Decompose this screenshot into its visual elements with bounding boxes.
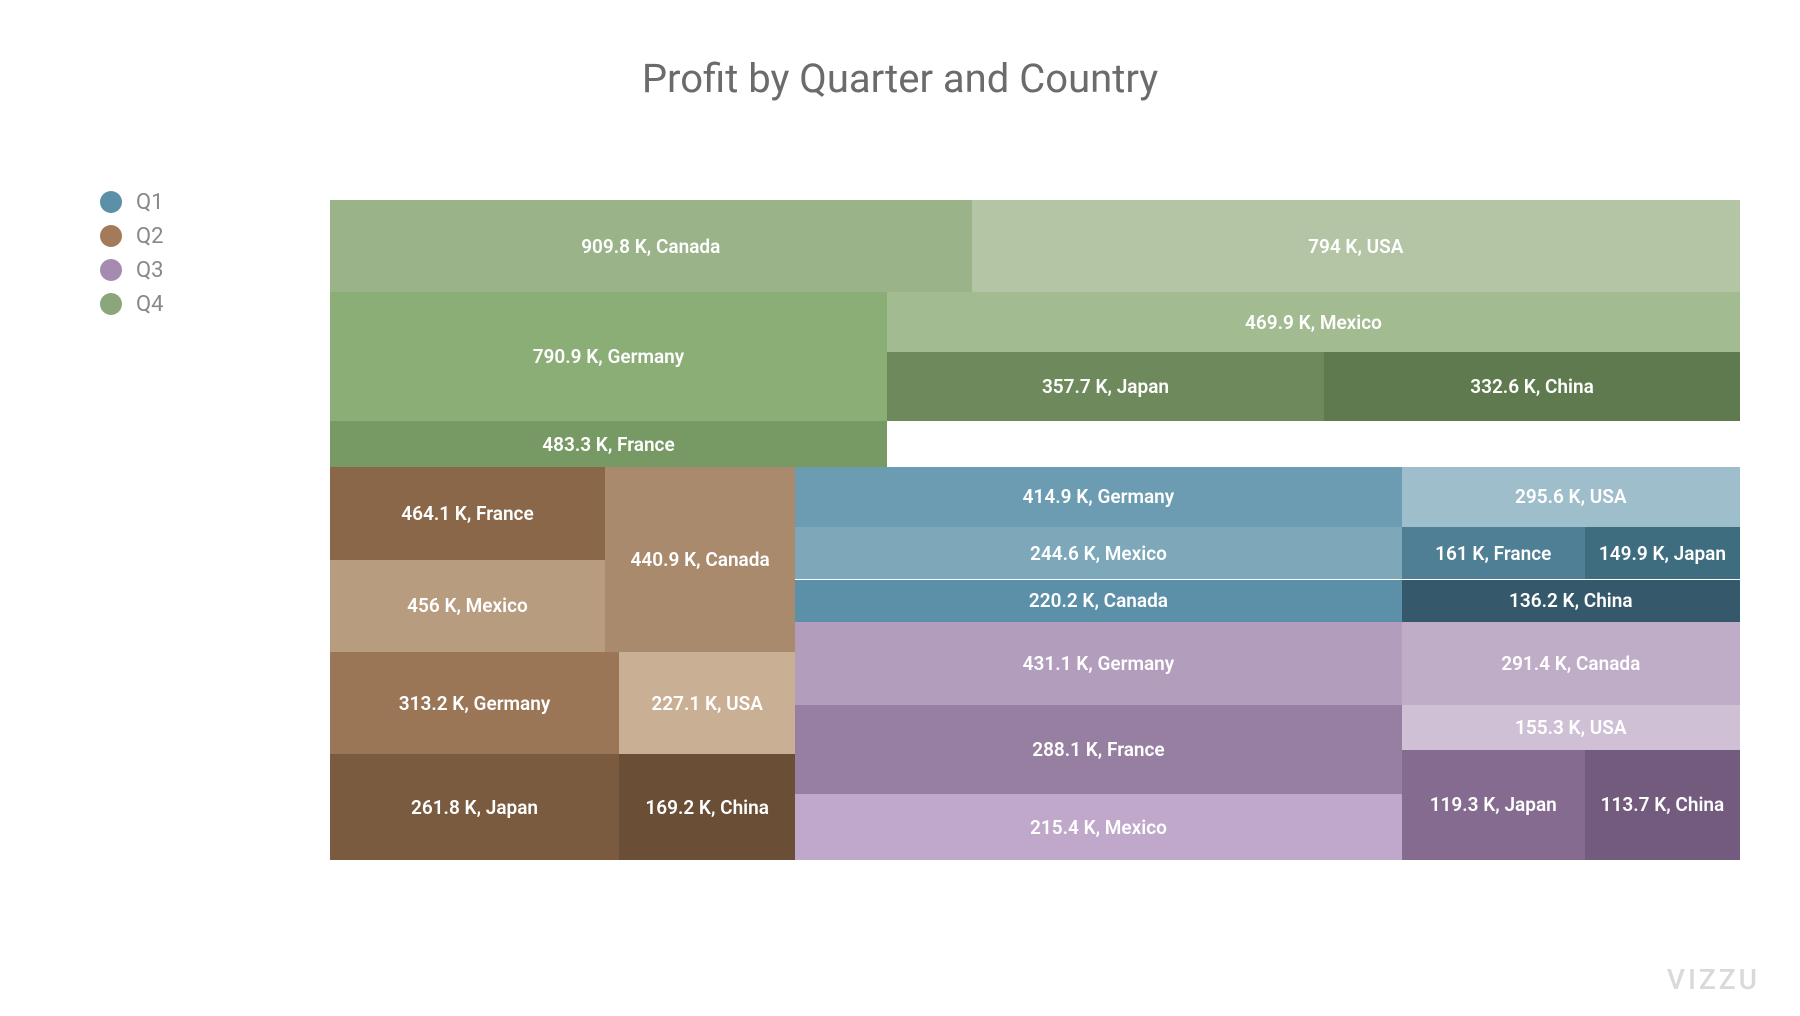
treemap-cell-label: 790.9 K, Germany (533, 345, 685, 368)
treemap-cell-q3-usa[interactable]: 155.3 K, USA (1402, 705, 1740, 750)
legend-item-q4: Q4 (100, 287, 164, 321)
treemap-cell-q1-canada[interactable]: 220.2 K, Canada (795, 580, 1401, 623)
legend-label-q3: Q3 (136, 258, 164, 283)
treemap-cell-q1-mexico[interactable]: 244.6 K, Mexico (795, 527, 1401, 580)
treemap-cell-q3-canada[interactable]: 291.4 K, Canada (1402, 622, 1740, 705)
legend-item-q2: Q2 (100, 219, 164, 253)
treemap-cell-label: 220.2 K, Canada (1029, 589, 1168, 612)
treemap-cell-label: 357.7 K, Japan (1042, 375, 1169, 398)
treemap-cell-q2-china[interactable]: 169.2 K, China (619, 754, 795, 860)
treemap-cell-q4-mexico[interactable]: 469.9 K, Mexico (887, 292, 1740, 351)
treemap-cell-q3-france[interactable]: 288.1 K, France (795, 705, 1401, 794)
treemap-cell-label: 119.3 K, Japan (1430, 793, 1557, 816)
treemap-cell-q1-germany[interactable]: 414.9 K, Germany (795, 467, 1401, 526)
treemap-cell-q3-china[interactable]: 113.7 K, China (1585, 750, 1740, 860)
legend-item-q1: Q1 (100, 185, 164, 219)
treemap-cell-q4-germany[interactable]: 790.9 K, Germany (330, 292, 887, 421)
treemap-cell-label: 155.3 K, USA (1515, 716, 1627, 739)
treemap-cell-label: 909.8 K, Canada (581, 235, 720, 258)
treemap-cell-label: 161 K, France (1435, 542, 1551, 565)
treemap-cell-label: 431.1 K, Germany (1023, 652, 1175, 675)
treemap-cell-label: 288.1 K, France (1032, 738, 1164, 761)
treemap-cell-q4-canada[interactable]: 909.8 K, Canada (330, 200, 972, 292)
treemap-cell-label: 227.1 K, USA (651, 692, 763, 715)
legend-label-q4: Q4 (136, 292, 164, 317)
treemap-cell-q2-usa[interactable]: 227.1 K, USA (619, 652, 795, 754)
treemap-cell-q3-japan[interactable]: 119.3 K, Japan (1402, 750, 1585, 860)
treemap-cell-label: 456 K, Mexico (407, 594, 528, 617)
treemap-cell-label: 469.9 K, Mexico (1245, 311, 1382, 334)
legend-label-q1: Q1 (136, 190, 164, 215)
chart-title: Profit by Quarter and Country (0, 55, 1800, 102)
treemap-cell-q4-japan[interactable]: 357.7 K, Japan (887, 352, 1324, 421)
treemap-cell-label: 794 K, USA (1308, 235, 1403, 258)
treemap-cell-q2-japan[interactable]: 261.8 K, Japan (330, 754, 619, 860)
treemap-cell-label: 215.4 K, Mexico (1030, 816, 1167, 839)
watermark: VIZZU (1667, 963, 1760, 996)
treemap-cell-q1-china[interactable]: 136.2 K, China (1402, 580, 1740, 623)
treemap-cell-label: 169.2 K, China (645, 796, 769, 819)
legend-swatch-q2 (100, 225, 122, 247)
legend-swatch-q1 (100, 191, 122, 213)
treemap-cell-q2-france[interactable]: 464.1 K, France (330, 467, 605, 559)
legend-swatch-q3 (100, 259, 122, 281)
legend-label-q2: Q2 (136, 224, 164, 249)
treemap-cell-q3-mexico[interactable]: 215.4 K, Mexico (795, 794, 1401, 860)
treemap-cell-q4-france[interactable]: 483.3 K, France (330, 421, 887, 467)
treemap-cell-q4-usa[interactable]: 794 K, USA (972, 200, 1740, 292)
legend: Q1 Q2 Q3 Q4 (100, 185, 164, 321)
treemap-cell-label: 244.6 K, Mexico (1030, 542, 1167, 565)
treemap-cell-q1-usa[interactable]: 295.6 K, USA (1402, 467, 1740, 526)
treemap-cell-q2-germany[interactable]: 313.2 K, Germany (330, 652, 619, 754)
treemap-cell-label: 261.8 K, Japan (411, 796, 538, 819)
treemap-cell-q1-france[interactable]: 161 K, France (1402, 527, 1585, 580)
treemap-cell-q2-mexico[interactable]: 456 K, Mexico (330, 560, 605, 652)
legend-item-q3: Q3 (100, 253, 164, 287)
treemap-cell-label: 464.1 K, France (401, 502, 533, 525)
treemap-cell-label: 149.9 K, Japan (1599, 542, 1726, 565)
treemap-cell-label: 414.9 K, Germany (1023, 485, 1175, 508)
treemap-chart: 909.8 K, Canada 794 K, USA 790.9 K, German… (330, 200, 1740, 860)
treemap-cell-label: 332.6 K, China (1470, 375, 1594, 398)
legend-swatch-q4 (100, 293, 122, 315)
treemap-cell-label: 483.3 K, France (542, 433, 674, 456)
treemap-cell-q3-germany[interactable]: 431.1 K, Germany (795, 622, 1401, 705)
treemap-cell-label: 313.2 K, Germany (399, 692, 551, 715)
treemap-cell-q2-canada[interactable]: 440.9 K, Canada (605, 467, 795, 652)
treemap-cell-label: 291.4 K, Canada (1501, 652, 1640, 675)
treemap-cell-label: 136.2 K, China (1509, 589, 1633, 612)
treemap-cell-label: 295.6 K, USA (1515, 485, 1627, 508)
treemap-cell-label: 440.9 K, Canada (631, 548, 770, 571)
treemap-cell-q1-japan[interactable]: 149.9 K, Japan (1585, 527, 1740, 580)
treemap-cell-label: 113.7 K, China (1601, 793, 1725, 816)
treemap-cell-q4-china[interactable]: 332.6 K, China (1324, 352, 1740, 421)
